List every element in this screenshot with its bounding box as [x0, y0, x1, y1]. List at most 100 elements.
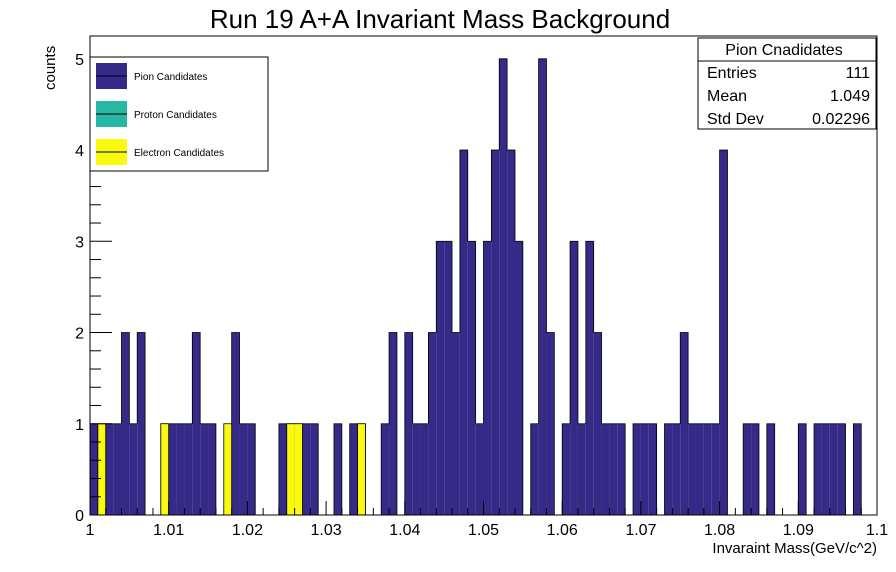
pion-candidates-bin-90: [798, 423, 807, 515]
electron-candidates-bin-1: [97, 423, 106, 515]
x-tick-label: 1.01: [153, 522, 184, 539]
electron-candidates-bin-25: [286, 423, 295, 515]
pion-candidates-bin-10: [168, 423, 177, 515]
pion-candidates-bin-75: [680, 332, 689, 515]
stats-mean-label: Mean: [707, 88, 747, 105]
pion-candidates-bin-80: [719, 150, 728, 516]
x-tick-label: 1: [86, 522, 95, 539]
legend: Pion Candidates Proton Candidates Electron…: [89, 56, 269, 172]
pion-candidates-bin-47: [459, 150, 468, 516]
pion-candidates-bin-62: [577, 423, 586, 515]
stats-stddev-value: 0.02296: [812, 111, 870, 128]
stats-entries-value: 111: [846, 65, 870, 82]
y-tick-label: 3: [75, 234, 84, 251]
pion-candidates-bin-15: [208, 423, 216, 515]
bars-layer: [89, 58, 877, 516]
stats-mean-value: 1.049: [830, 88, 870, 105]
y-tick-label: 2: [75, 326, 84, 343]
pion-candidates-bin-74: [672, 423, 681, 515]
pion-candidates-bin-4: [121, 332, 130, 515]
x-tick-label: 1.07: [625, 522, 656, 539]
pion-candidates-bin-60: [562, 423, 571, 515]
pion-candidates-bin-6: [137, 332, 146, 515]
stats-frame: [697, 37, 877, 130]
y-axis-label: counts: [42, 46, 59, 90]
pion-candidates-bin-0: [90, 423, 98, 515]
chart-title: Run 19 A+A Invariant Mass Background: [210, 4, 670, 34]
pion-candidates-bin-49: [475, 423, 484, 515]
y-tick-label: 1: [75, 417, 84, 434]
pion-candidates-bin-63: [585, 241, 594, 516]
x-tick-label: 1.1: [866, 522, 888, 539]
pion-candidates-bin-70: [640, 423, 649, 515]
x-tick-label: 1.03: [311, 522, 342, 539]
pion-candidates-bin-95: [837, 423, 846, 515]
pion-candidates-bin-94: [829, 423, 838, 515]
pion-candidates-bin-43: [428, 332, 437, 515]
pion-candidates-bin-83: [743, 423, 752, 515]
pion-candidates-bin-11: [176, 423, 185, 515]
y-tick-label: 5: [75, 52, 84, 69]
pion-candidates-bin-71: [648, 423, 657, 515]
pion-candidates-bin-54: [514, 241, 523, 516]
legend-label-pion-candidates: Pion Candidates: [134, 72, 207, 83]
pion-candidates-bin-78: [703, 423, 712, 515]
pion-candidates-bin-45: [444, 241, 453, 516]
x-tick-label: 1.09: [783, 522, 814, 539]
y-tick-label: 4: [75, 143, 84, 160]
pion-candidates-bin-50: [483, 241, 492, 516]
pion-candidates-bin-14: [200, 423, 209, 515]
pion-candidates-bin-18: [231, 332, 240, 515]
x-tick-label: 1.05: [468, 522, 499, 539]
pion-candidates-bin-61: [570, 241, 578, 516]
pion-candidates-bin-67: [617, 423, 626, 515]
stats-stddev-label: Std Dev: [707, 111, 764, 128]
pion-candidates-bin-31: [333, 423, 342, 515]
pion-candidates-bin-48: [467, 241, 476, 516]
pion-candidates-bin-79: [711, 423, 720, 515]
x-axis-label: Invaraint Mass(GeV/c^2): [712, 540, 877, 557]
pion-candidates-bin-93: [821, 423, 830, 515]
pion-candidates-bin-77: [695, 423, 704, 515]
legend-items: Pion Candidates Proton Candidates Electron…: [96, 63, 224, 165]
pion-candidates-bin-66: [609, 423, 618, 515]
x-tick-label: 1.08: [704, 522, 735, 539]
pion-candidates-bin-92: [814, 423, 822, 515]
pion-candidates-bin-3: [113, 423, 122, 515]
pion-candidates-bin-12: [184, 423, 193, 515]
pion-candidates-bin-33: [349, 423, 358, 515]
x-tick-label: 1.06: [547, 522, 578, 539]
pion-candidates-bin-27: [302, 423, 311, 515]
pion-candidates-bin-73: [664, 423, 673, 515]
pion-candidates-bin-56: [530, 423, 539, 515]
pion-candidates-bin-40: [404, 332, 413, 515]
pion-candidates-bin-69: [633, 423, 641, 515]
pion-candidates-bin-28: [310, 423, 319, 515]
pion-candidates-bin-41: [412, 423, 421, 515]
pion-candidates-bin-86: [766, 423, 775, 515]
pion-candidates-bin-38: [389, 332, 397, 515]
pion-candidates-bin-51: [491, 150, 500, 516]
stats-entries-label: Entries: [707, 65, 757, 82]
pion-candidates-bin-64: [593, 332, 602, 515]
electron-candidates-bin-34: [357, 423, 366, 515]
pion-candidates-bin-76: [688, 423, 696, 515]
pion-candidates-bin-97: [853, 423, 862, 515]
stats-title: Pion Cnadidates: [725, 42, 842, 59]
pion-candidates-bin-53: [507, 150, 515, 516]
legend-label-proton-candidates: Proton Candidates: [134, 110, 217, 121]
pion-candidates-bin-57: [538, 58, 547, 516]
pion-candidates-bin-19: [239, 423, 248, 515]
pion-candidates-bin-42: [420, 423, 429, 515]
stats-box: Pion Cnadidates Entries 111 Mean 1.049 S…: [697, 37, 877, 130]
electron-candidates-bin-26: [294, 423, 303, 515]
legend-label-electron-candidates: Electron Candidates: [134, 148, 224, 159]
pion-candidates-bin-46: [452, 332, 460, 515]
pion-candidates-bin-13: [192, 332, 201, 515]
pion-candidates-bin-58: [546, 332, 555, 515]
x-tick-label: 1.04: [389, 522, 420, 539]
pion-candidates-bin-37: [381, 423, 390, 515]
pion-candidates-bin-24: [278, 423, 287, 515]
pion-candidates-bin-65: [601, 423, 610, 515]
